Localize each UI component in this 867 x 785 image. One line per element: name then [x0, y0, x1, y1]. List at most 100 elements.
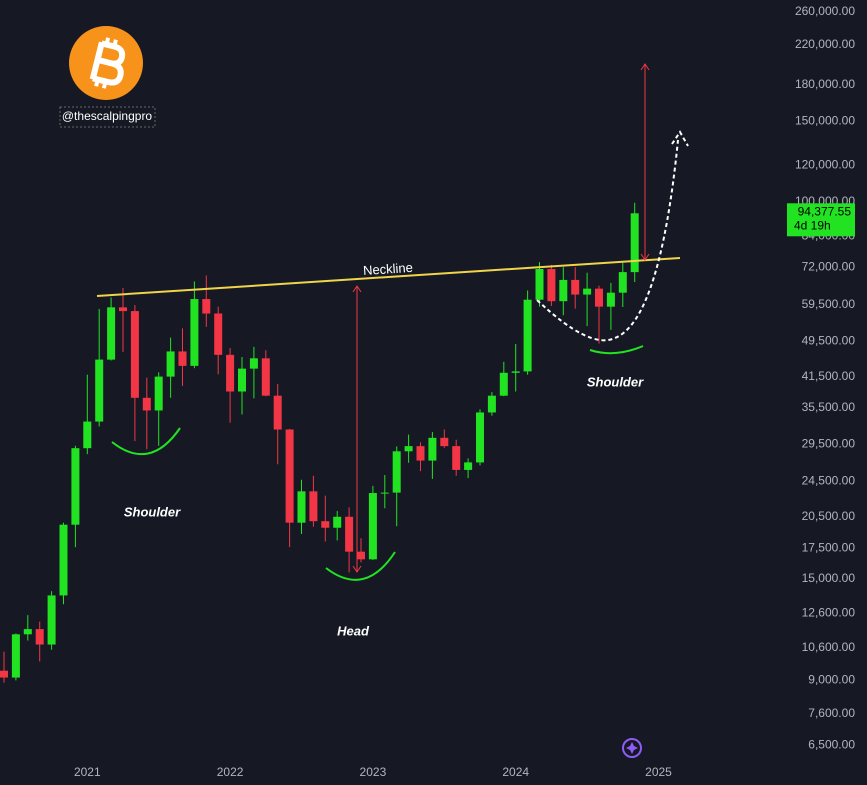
candle-body [214, 313, 223, 355]
candle-body [166, 351, 175, 377]
candle-body [571, 279, 580, 295]
last-price-box [787, 203, 855, 237]
y-tick-label: 24,500.00 [802, 474, 856, 488]
icon [626, 742, 638, 754]
candle-body [535, 269, 544, 300]
y-tick-label: 41,500.00 [802, 369, 856, 383]
y-tick-label: 12,600.00 [802, 606, 856, 620]
candle-body [23, 629, 32, 635]
candle-body [71, 448, 80, 525]
y-tick-label: 59,500.00 [802, 297, 856, 311]
candle-body [464, 462, 473, 470]
neckline-label: Neckline [363, 260, 414, 278]
x-tick-label: 2023 [360, 765, 387, 779]
candle-body [392, 451, 401, 493]
candle-body [249, 358, 258, 369]
neckline [96, 257, 681, 297]
y-tick-label: 35,500.00 [802, 400, 856, 414]
shoulder-label: Shoulder [587, 374, 644, 389]
y-tick-label: 220,000.00 [795, 37, 855, 51]
x-tick-label: 2022 [217, 765, 244, 779]
candle-body [559, 279, 568, 302]
logo-mark [89, 37, 126, 89]
countdown: 4d 19h [794, 218, 831, 232]
candle-body [499, 372, 508, 396]
candle-body [595, 288, 603, 307]
y-tick-label: 7,600.00 [808, 706, 855, 720]
watermark-box [59, 106, 156, 128]
candle-body [321, 521, 330, 528]
candle-body [190, 299, 199, 366]
candle-body [440, 437, 449, 447]
candle-body [35, 629, 44, 645]
x-tick-label: 2024 [502, 765, 529, 779]
candle-body [404, 446, 413, 452]
candle-body [273, 395, 282, 430]
y-tick-label: 6,500.00 [808, 737, 855, 751]
candle-body [119, 307, 127, 312]
shoulder-label: Shoulder [124, 504, 181, 519]
candle-body [0, 670, 8, 678]
candle-body [452, 446, 461, 470]
candle-body [583, 288, 592, 295]
candle-body [95, 359, 104, 422]
target-arrows [352, 63, 650, 573]
head-label: Head [337, 623, 370, 638]
candle-body [178, 351, 187, 366]
candle-body [202, 299, 211, 314]
candle-body [309, 491, 318, 522]
candle-body [618, 272, 627, 293]
candle-body [142, 397, 151, 411]
y-tick-label: 180,000.00 [795, 77, 855, 91]
price-axis: 260,000.00 220,000.00 180,000.00 150,000.00… [787, 4, 855, 751]
candle-body [523, 299, 532, 372]
candle-body [547, 269, 556, 302]
y-tick-label: 260,000.00 [795, 4, 855, 18]
y-tick-label: 20,500.00 [802, 509, 856, 523]
y-tick-label: 120,000.00 [795, 158, 855, 172]
candle-body [154, 376, 163, 411]
candle-body [297, 491, 306, 523]
y-tick-label: 17,500.00 [802, 540, 856, 554]
candle-body [357, 551, 365, 560]
candle-body [428, 437, 437, 461]
last-price-label: 94,377.55 [798, 204, 852, 218]
projection-path [536, 130, 689, 342]
watermark: @thescalpingpro [62, 109, 153, 123]
candle-body [59, 524, 68, 596]
candle-body [261, 358, 270, 396]
plot [0, 202, 639, 683]
y-tick-label: 150,000.00 [795, 113, 855, 127]
pattern-curves [111, 345, 644, 581]
candle-body [107, 307, 116, 360]
y-tick-label: 72,000.00 [802, 259, 856, 273]
candle-body [226, 354, 235, 392]
y-tick-label: 49,500.00 [802, 334, 856, 348]
y-tick-label: 10,600.00 [802, 640, 856, 654]
candle-body [47, 595, 56, 645]
icon [622, 738, 642, 758]
candle-body [238, 368, 246, 392]
candle-body [130, 311, 139, 398]
candle-body [11, 634, 20, 678]
candle-body [333, 516, 342, 528]
candle-body [345, 516, 354, 552]
candle-body [416, 446, 425, 461]
y-tick-label: 9,000.00 [808, 673, 855, 687]
candle-body [476, 412, 484, 463]
candle-body [630, 213, 639, 273]
y-tick-label: 15,000.00 [802, 571, 856, 585]
x-tick-label: 2021 [74, 765, 101, 779]
candle-body [606, 292, 615, 307]
y-tick-label: 29,500.00 [802, 437, 856, 451]
candle-body [83, 421, 92, 449]
candle-body [285, 429, 294, 523]
x-tick-label: 2025 [645, 765, 672, 779]
candle-body [380, 492, 389, 494]
candle-body [487, 395, 496, 413]
candle-body [368, 493, 377, 560]
candle-body [511, 371, 520, 373]
